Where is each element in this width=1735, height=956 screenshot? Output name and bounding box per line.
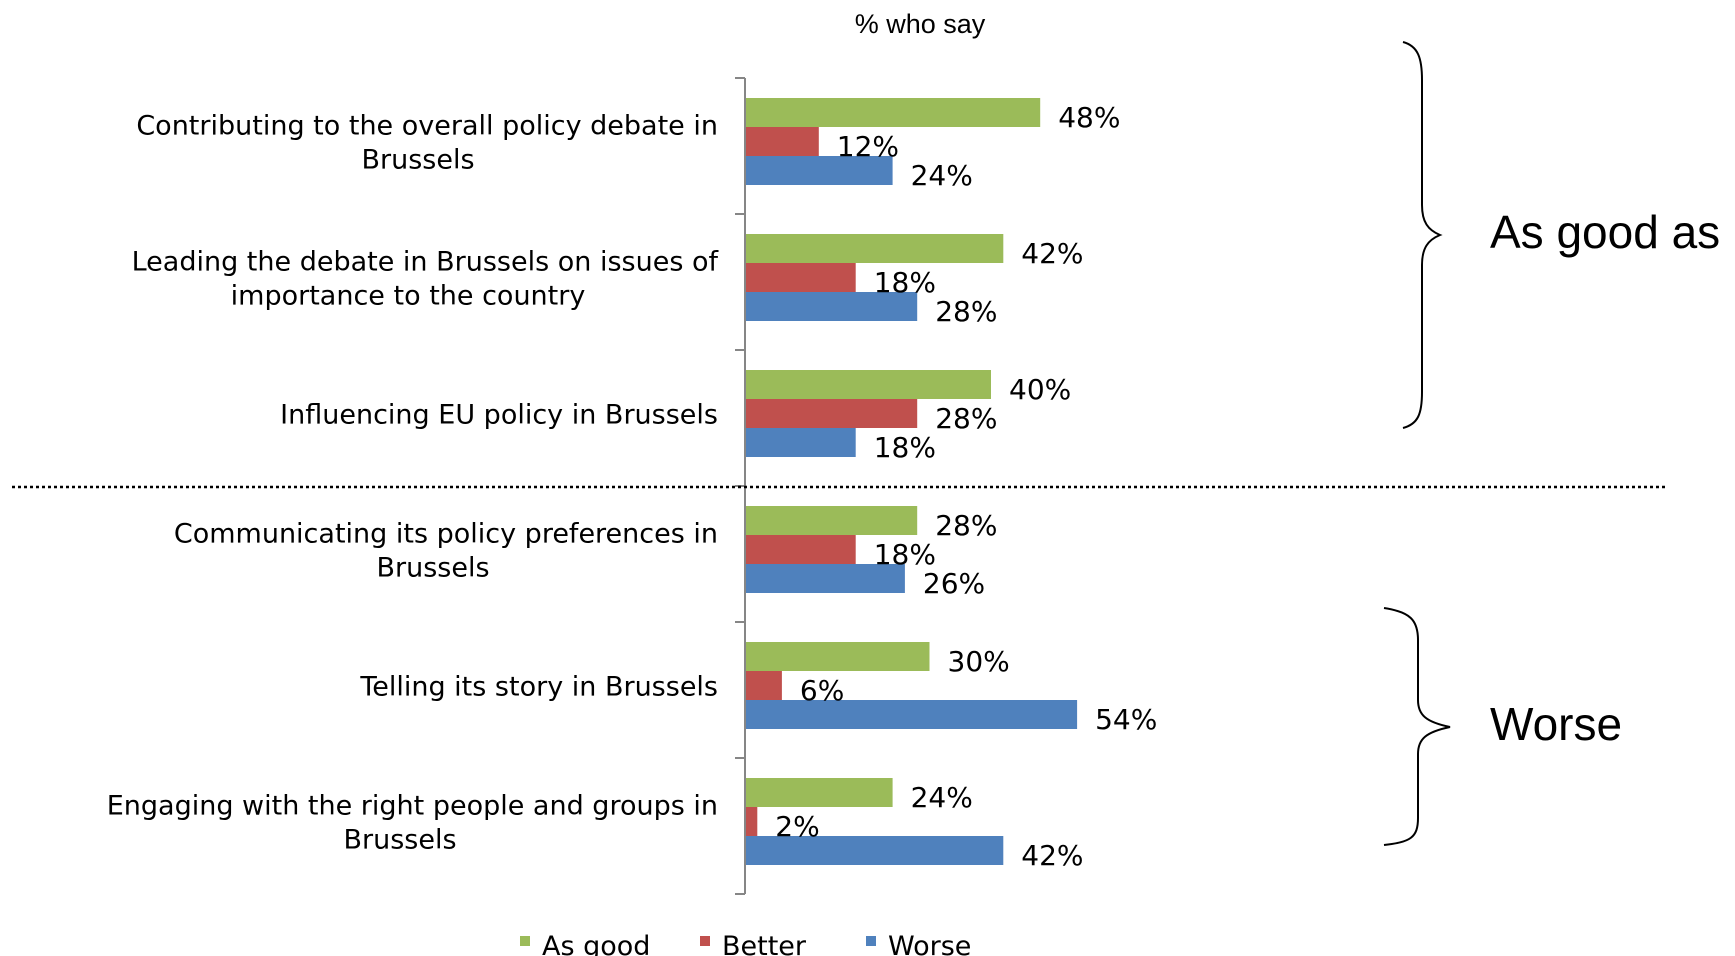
- bar: [745, 370, 991, 399]
- chart-title: % who say: [855, 9, 986, 39]
- category-label: Influencing EU policy in Brussels: [280, 400, 718, 431]
- bar: [745, 535, 856, 564]
- data-label: 18%: [874, 431, 936, 464]
- category-label: Contributing to the overall policy debat…: [136, 111, 718, 176]
- data-label: 40%: [1009, 373, 1071, 406]
- data-label: 26%: [923, 567, 985, 600]
- data-label: 28%: [935, 509, 997, 542]
- bar: [745, 292, 918, 321]
- bar: [745, 836, 1004, 865]
- data-label: 30%: [948, 645, 1010, 678]
- bars: [745, 98, 1078, 865]
- bar: [745, 700, 1078, 729]
- bar: [745, 127, 819, 156]
- data-label: 6%: [800, 674, 844, 707]
- group-label-as-good-as: As good as: [1490, 206, 1720, 258]
- brace-as-good-as: [1402, 41, 1443, 429]
- legend-label: As good: [542, 931, 650, 956]
- data-label: 28%: [935, 402, 997, 435]
- bar: [745, 98, 1041, 127]
- bar: [745, 263, 856, 292]
- category-label: Telling its story in Brussels: [359, 672, 718, 703]
- bar: [745, 234, 1004, 263]
- data-label: 12%: [837, 130, 899, 163]
- bar: [745, 807, 758, 836]
- category-label: Communicating its policy preferences in B…: [174, 519, 718, 584]
- brace-worse: [1383, 607, 1451, 846]
- bar: [745, 399, 918, 428]
- category-label: Leading the debate in Brussels on issues…: [132, 247, 720, 312]
- legend: As good Better Worse: [520, 931, 971, 956]
- legend-swatch: [520, 936, 530, 946]
- data-label: 54%: [1095, 703, 1157, 736]
- category-labels: Contributing to the overall policy debat…: [107, 111, 720, 856]
- data-label: 24%: [911, 781, 973, 814]
- bar: [745, 156, 893, 185]
- bar: [745, 506, 918, 535]
- legend-swatch: [700, 936, 710, 946]
- legend-label: Worse: [888, 931, 971, 956]
- bar: [745, 428, 856, 457]
- data-label: 42%: [1021, 237, 1083, 270]
- bar: [745, 642, 930, 671]
- value-labels: 48%12%24%42%18%28%40%28%18%28%18%26%30%6…: [775, 101, 1157, 872]
- group-label-worse: Worse: [1490, 698, 1622, 750]
- legend-label: Better: [722, 931, 807, 956]
- data-label: 28%: [935, 295, 997, 328]
- bar: [745, 671, 782, 700]
- data-label: 24%: [911, 159, 973, 192]
- data-label: 2%: [775, 810, 819, 843]
- bar: [745, 778, 893, 807]
- bar: [745, 564, 905, 593]
- data-label: 18%: [874, 538, 936, 571]
- data-label: 48%: [1058, 101, 1120, 134]
- legend-swatch: [866, 936, 876, 946]
- data-label: 18%: [874, 266, 936, 299]
- data-label: 42%: [1021, 839, 1083, 872]
- category-label: Engaging with the right people and group…: [107, 791, 718, 856]
